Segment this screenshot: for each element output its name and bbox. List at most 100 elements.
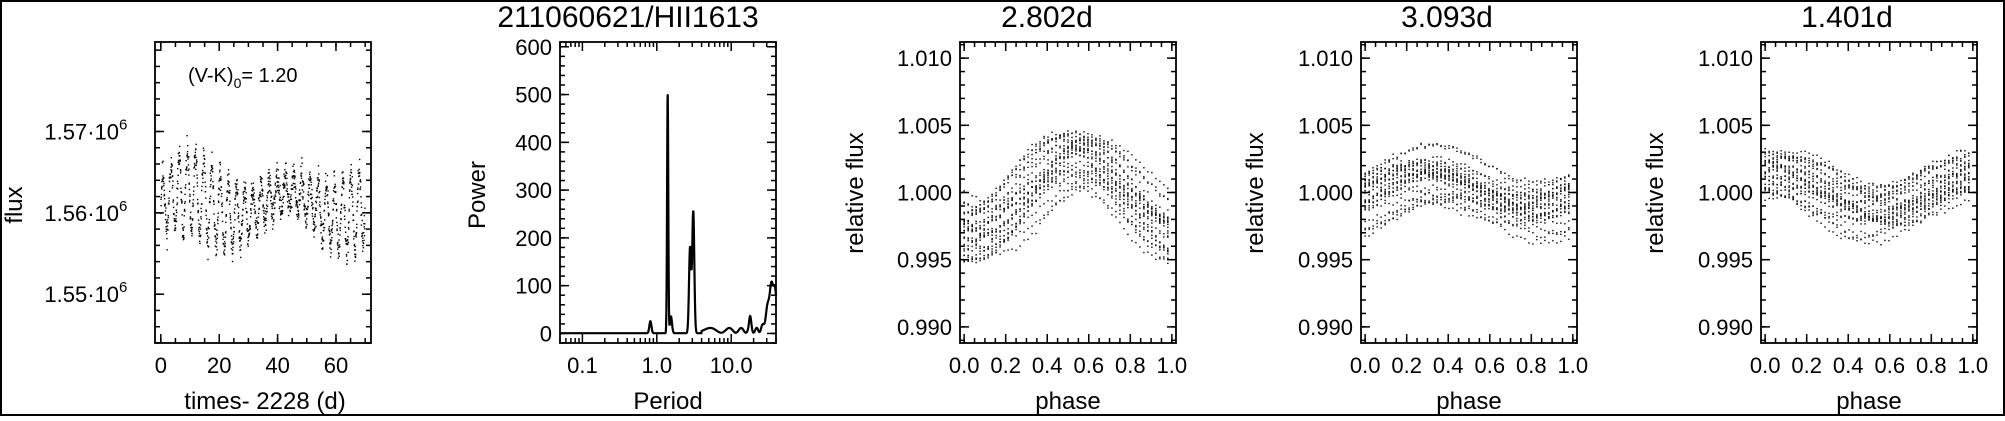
phased-2-point xyxy=(1452,191,1453,192)
phased-3-point xyxy=(1868,211,1869,212)
phased-2-point xyxy=(1504,211,1505,212)
lc-point xyxy=(235,193,236,194)
lc-point xyxy=(239,246,240,247)
phased-1-point xyxy=(991,215,992,216)
phased-2-point xyxy=(1560,215,1561,216)
phased-3-point xyxy=(1968,191,1969,192)
phased-1-point xyxy=(963,202,964,203)
phased-1-point xyxy=(1115,211,1116,212)
phased-1-point xyxy=(1071,137,1072,138)
phased-1-point xyxy=(1115,188,1116,189)
phased-1-point xyxy=(1135,242,1136,243)
phased-2-point xyxy=(1364,174,1365,175)
phased-2-point xyxy=(1476,173,1477,174)
phased-1-point xyxy=(987,201,988,202)
phased-1-point xyxy=(1127,151,1128,152)
phased-1-point xyxy=(1095,175,1096,176)
phased-2-point xyxy=(1500,171,1501,172)
phased-2-point xyxy=(1540,200,1541,201)
phased-2-point xyxy=(1460,184,1461,185)
lc-point xyxy=(242,209,243,210)
lc-point xyxy=(345,231,346,232)
lc-point xyxy=(223,251,224,252)
lc-point xyxy=(352,201,353,202)
phased-3-point xyxy=(1952,195,1953,196)
phased-2-point xyxy=(1520,186,1521,187)
phased-2-point xyxy=(1472,155,1473,156)
lc-point xyxy=(320,214,321,215)
phased-2-point xyxy=(1368,171,1369,172)
phased-1-xtick-label: 0.2 xyxy=(990,353,1021,378)
phased-1-point xyxy=(1059,163,1060,164)
phased-1-point xyxy=(987,246,988,247)
lc-point xyxy=(340,219,341,220)
phased-2-point xyxy=(1380,216,1381,217)
phased-2-point xyxy=(1540,222,1541,223)
phased-2-point xyxy=(1568,194,1569,195)
lc-point xyxy=(353,230,354,231)
lc-point xyxy=(343,188,344,189)
phased-1-point xyxy=(1103,147,1104,148)
phased-1-point xyxy=(971,229,972,230)
lc-point xyxy=(207,232,208,233)
phased-3-point xyxy=(1964,180,1965,181)
phased-2-point xyxy=(1536,200,1537,201)
phased-2-point xyxy=(1412,161,1413,162)
phased-1-point xyxy=(1087,136,1088,137)
phased-3-point xyxy=(1928,189,1929,190)
phased-2-point xyxy=(1388,191,1389,192)
phased-2-point xyxy=(1468,174,1469,175)
phased-2-point xyxy=(1412,178,1413,179)
phased-3-point xyxy=(1832,191,1833,192)
phased-2-point xyxy=(1468,198,1469,199)
phased-2-point xyxy=(1568,174,1569,175)
phased-2-point xyxy=(1484,198,1485,199)
lc-point xyxy=(230,217,231,218)
phased-1-point xyxy=(1015,193,1016,194)
phased-2-point xyxy=(1412,149,1413,150)
phased-2-point xyxy=(1444,169,1445,170)
phased-3-point xyxy=(1960,182,1961,183)
phased-2-point xyxy=(1396,195,1397,196)
phased-3-point xyxy=(1920,200,1921,201)
phased-1-point xyxy=(1075,171,1076,172)
phased-1-point xyxy=(979,221,980,222)
phased-1-point xyxy=(1111,158,1112,159)
phased-3-point xyxy=(1828,213,1829,214)
phased-1-point xyxy=(991,245,992,246)
phased-3-point xyxy=(1772,163,1773,164)
lc-point xyxy=(325,181,326,182)
lc-point xyxy=(348,210,349,211)
phased-2-point xyxy=(1372,173,1373,174)
lc-point xyxy=(238,207,239,208)
lc-point xyxy=(202,174,203,175)
lc-point xyxy=(210,175,211,176)
phased-1-point xyxy=(979,237,980,238)
phased-3-point xyxy=(1868,186,1869,187)
lc-point xyxy=(301,178,302,179)
lc-point xyxy=(315,215,316,216)
phased-2-point xyxy=(1440,160,1441,161)
phased-3-point xyxy=(1824,183,1825,184)
phased-2-point xyxy=(1396,187,1397,188)
phased-1-point xyxy=(1083,180,1084,181)
phased-1-point xyxy=(1099,175,1100,176)
phased-2-point xyxy=(1392,164,1393,165)
lc-point xyxy=(181,201,182,202)
phased-1-point xyxy=(1103,153,1104,154)
phased-1-point xyxy=(979,228,980,229)
phased-2-point xyxy=(1404,211,1405,212)
lc-point xyxy=(316,202,317,203)
phased-1-point xyxy=(1147,224,1148,225)
phased-2-point xyxy=(1416,165,1417,166)
phased-1-point xyxy=(1091,170,1092,171)
phased-2-point xyxy=(1428,163,1429,164)
phased-2-point xyxy=(1440,197,1441,198)
phased-1-point xyxy=(1063,153,1064,154)
phased-1-point xyxy=(1015,211,1016,212)
phased-1-point xyxy=(1163,236,1164,237)
phased-2-point xyxy=(1508,178,1509,179)
phased-2-point xyxy=(1540,237,1541,238)
lc-point xyxy=(226,214,227,215)
lc-point xyxy=(200,208,201,209)
